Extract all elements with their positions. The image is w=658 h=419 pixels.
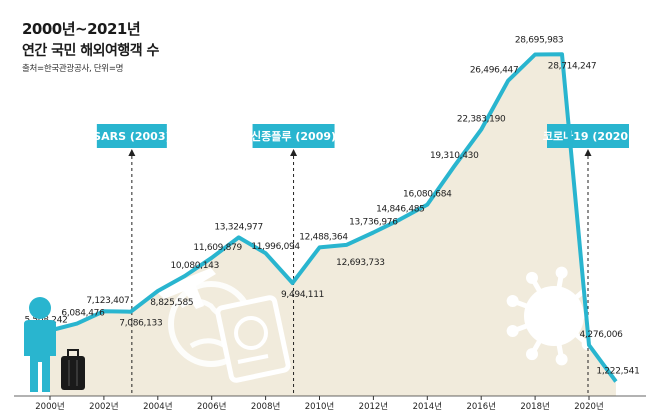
event-arrow (128, 149, 136, 156)
x-tick-label: 2000년 (35, 401, 64, 412)
x-tick-label: 2004년 (143, 401, 172, 412)
event-label: 코로나19 (2020) (543, 129, 633, 143)
event-arrow (584, 149, 592, 156)
value-label: 7,086,133 (119, 319, 162, 329)
event-box (547, 124, 629, 148)
event-arrow (290, 149, 298, 156)
x-tick-label: 2010년 (305, 401, 334, 412)
event-label: 신종플루 (2009) (251, 129, 336, 143)
value-label: 1,222,541 (596, 366, 639, 376)
event-marker: 코로나19 (2020) (543, 124, 633, 396)
event-box (96, 124, 167, 148)
x-tick-label: 2014년 (413, 401, 442, 412)
value-label: 10,080,143 (170, 261, 219, 271)
suitcase-icon (61, 349, 85, 390)
event-label: SARS (2003) (93, 130, 170, 143)
area-fill (50, 54, 616, 397)
passport-icon (215, 295, 291, 383)
value-label: 12,693,733 (336, 258, 385, 268)
x-tick-label: 2016년 (466, 401, 495, 412)
value-label: 28,695,983 (515, 36, 564, 46)
value-label: 11,609,879 (193, 243, 242, 253)
chart-canvas: SARS (2003)신종플루 (2009)코로나19 (2020) 5,508… (14, 36, 646, 412)
virus-icon (506, 266, 604, 366)
airplane-icon (156, 268, 216, 309)
x-tick-label: 2002년 (89, 401, 118, 412)
traveler-icon (24, 297, 56, 392)
value-label: 8,825,585 (150, 298, 193, 308)
infographic-card: 2000년~2021년 연간 국민 해외여행객 수 출처=한국관광공사, 단위=… (6, 6, 652, 413)
series-line (49, 52, 618, 383)
value-label: 26,496,447 (470, 66, 519, 76)
chart-source: 출처=한국관광공사, 단위=명 (22, 64, 124, 74)
event-box (252, 124, 335, 148)
value-label: 28,714,247 (548, 61, 597, 71)
event-marker: 신종플루 (2009) (251, 124, 336, 396)
chart-title: 2000년~2021년 (22, 20, 141, 38)
value-label: 16,080,684 (403, 190, 452, 200)
x-tick-label: 2008년 (251, 401, 280, 412)
value-label: 7,123,407 (86, 296, 129, 306)
value-label: 12,488,364 (299, 232, 348, 242)
value-label: 14,846,485 (376, 204, 425, 214)
x-tick-label: 2018년 (520, 401, 549, 412)
chart-subtitle: 연간 국민 해외여행객 수 (22, 43, 159, 59)
value-label: 22,383,190 (457, 115, 506, 125)
value-label: 4,276,006 (579, 330, 623, 340)
value-label: 6,084,476 (61, 309, 105, 319)
value-label: 13,736,976 (349, 218, 398, 228)
x-tick-label: 2012년 (359, 401, 388, 412)
x-tick-label: 2006년 (197, 401, 226, 412)
event-marker: SARS (2003) (93, 124, 171, 396)
x-tick-label: 2020년 (574, 401, 603, 412)
value-label: 13,324,977 (214, 222, 263, 232)
value-label: 19,310,430 (430, 151, 479, 161)
value-label: 9,494,111 (281, 290, 324, 300)
value-label: 11,996,094 (251, 242, 300, 252)
